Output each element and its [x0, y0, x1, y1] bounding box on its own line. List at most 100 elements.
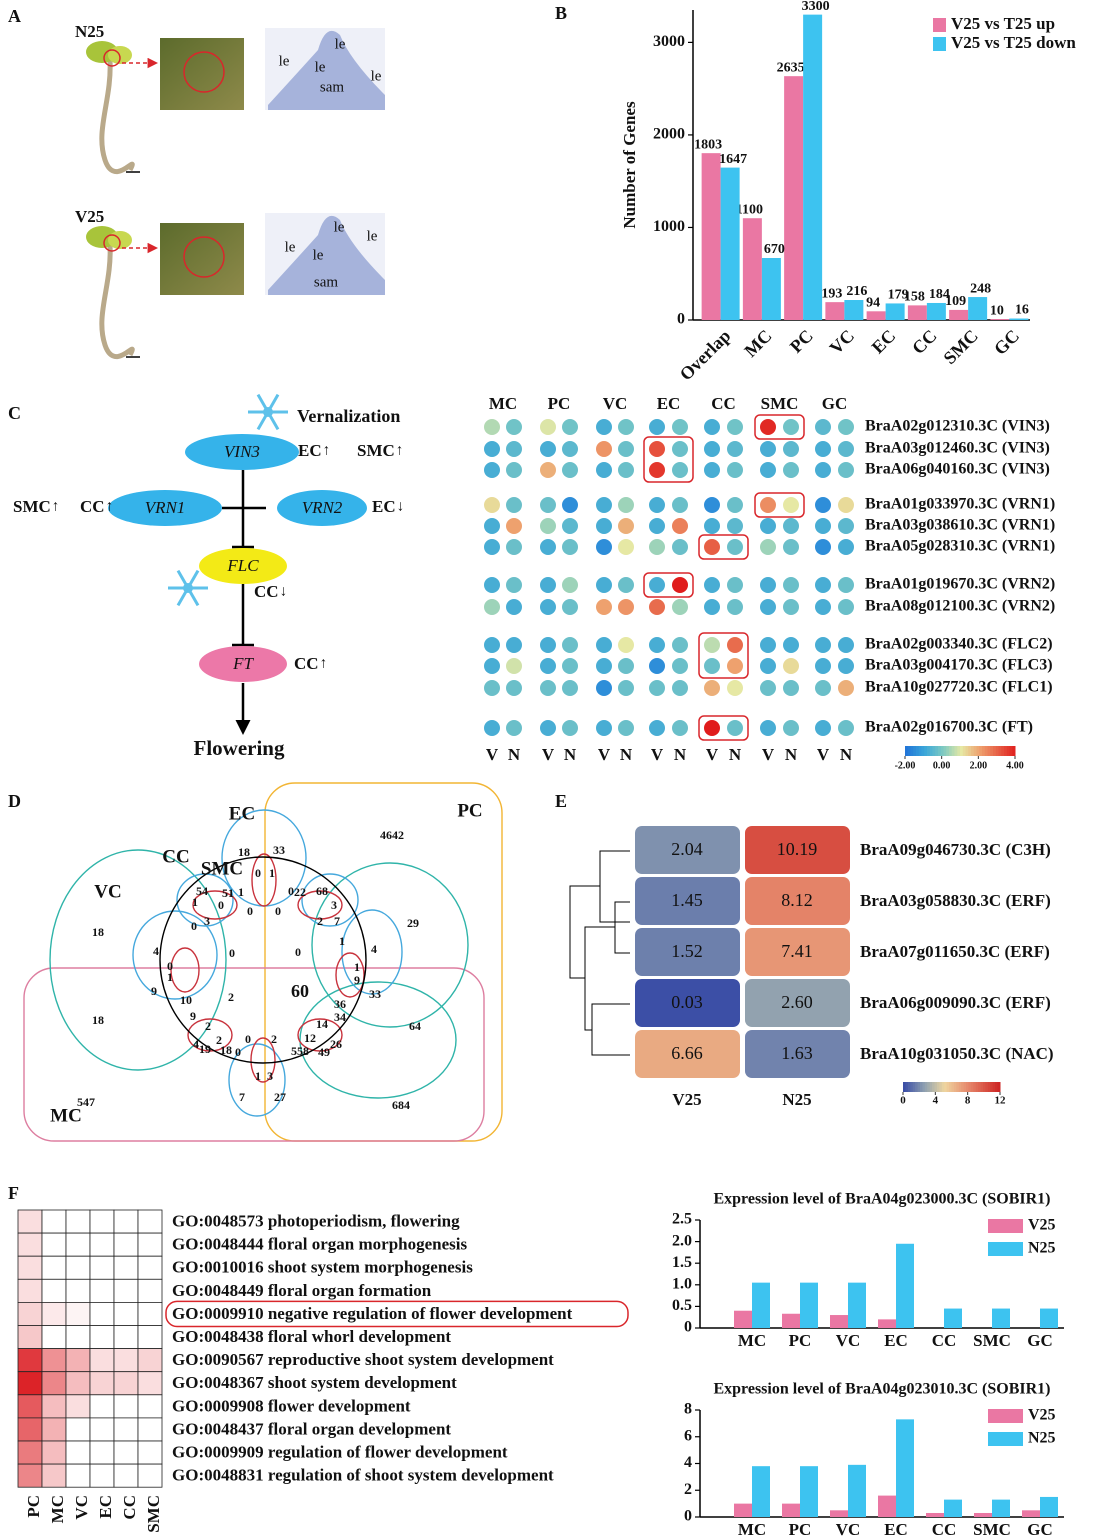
venn-outline: [228, 1043, 286, 1117]
cell: [745, 826, 850, 874]
dot: [649, 419, 665, 435]
dot: [484, 419, 500, 435]
cell: [41, 1255, 67, 1280]
cell-note: EC: [372, 497, 396, 516]
y-tick-label: 0: [684, 1319, 692, 1336]
dot: [649, 462, 665, 478]
colorbar-step: [990, 1082, 994, 1092]
cell-label: 1.63: [781, 1043, 813, 1063]
region-count: 51: [222, 886, 234, 900]
column-label: N25: [782, 1090, 811, 1109]
bar: [825, 302, 845, 320]
dot: [727, 419, 743, 435]
dot: [704, 637, 720, 653]
bar: [866, 311, 886, 320]
dot: [815, 497, 831, 513]
dot: [704, 680, 720, 696]
legend-label: V25 vs T25 down: [951, 33, 1076, 52]
colorbar-step: [998, 746, 1002, 756]
condition-label: V: [486, 745, 499, 764]
dot: [727, 658, 743, 674]
x-tick-label: GC: [1027, 1520, 1053, 1539]
dot: [815, 637, 831, 653]
dot: [596, 462, 612, 478]
dot: [704, 441, 720, 457]
x-tick-label: CC: [908, 326, 941, 359]
colorbar-step: [907, 1082, 911, 1092]
bar: [734, 1503, 752, 1517]
colorbar-step: [934, 1082, 938, 1092]
legend-label: N25: [1028, 1430, 1056, 1447]
data-label: 179: [888, 288, 909, 303]
dot: [618, 441, 634, 457]
cell: [745, 979, 850, 1027]
column-label: MC: [48, 1495, 67, 1523]
dot: [484, 497, 500, 513]
x-tick-label: SMC: [939, 326, 981, 368]
bar: [1009, 318, 1029, 320]
gene-label: BraA02g016700.3C (FT): [865, 719, 1033, 736]
tissue-label: le: [313, 247, 324, 263]
dot: [506, 462, 522, 478]
highlight: [754, 492, 805, 518]
panel-label: A: [8, 6, 21, 26]
cell: [635, 928, 740, 976]
dot: [596, 518, 612, 534]
x-tick-label: Overlap: [676, 326, 735, 385]
dot: [815, 577, 831, 593]
region-count: 36: [334, 997, 346, 1011]
dot: [815, 720, 831, 736]
dot: [815, 680, 831, 696]
dot: [596, 720, 612, 736]
colorbar-step: [913, 746, 917, 756]
change-arrow: ↑: [320, 655, 328, 671]
bar: [885, 303, 905, 320]
dot: [649, 539, 665, 555]
cell: [17, 1255, 43, 1280]
x-tick-label: SMC: [973, 1331, 1011, 1350]
colorbar-step: [949, 746, 953, 756]
dot: [618, 462, 634, 478]
dot: [672, 518, 688, 534]
cell-label: 8.12: [781, 890, 813, 910]
y-axis-label: Number of Genes: [620, 101, 639, 229]
outcome: Flowering: [194, 736, 285, 760]
bar: [944, 1308, 962, 1328]
term-label: GO:0009908 flower development: [172, 1396, 411, 1415]
cell-note: EC: [298, 441, 322, 460]
region-count: 9: [354, 973, 360, 987]
region-count: 2: [228, 990, 234, 1004]
term-label: GO:0048573 photoperiodism, flowering: [172, 1211, 460, 1230]
data-label: 1100: [736, 202, 763, 217]
dot: [540, 518, 556, 534]
colorbar-label: 0.00: [933, 760, 951, 771]
cell: [41, 1348, 67, 1373]
region-count: 0: [295, 945, 301, 959]
cell: [65, 1255, 91, 1280]
cell: [17, 1325, 43, 1350]
cell: [17, 1440, 43, 1465]
gene-label: BraA03g038610.3C (VRN1): [865, 517, 1055, 534]
dot: [484, 658, 500, 674]
colorbar-step: [907, 746, 911, 756]
dot: [838, 441, 854, 457]
gene-node: [199, 646, 287, 682]
region-count: 19: [199, 1042, 211, 1056]
set-label: MC: [50, 1105, 82, 1126]
gene-label: BraA03g058830.3C (ERF): [860, 891, 1051, 910]
y-tick-label: 2.0: [672, 1232, 692, 1249]
region-count: 2: [271, 1032, 277, 1046]
legend-label: V25: [1028, 1407, 1056, 1424]
colorbar-step: [979, 746, 983, 756]
venn-outline: [132, 910, 218, 1000]
region-count: 0: [167, 959, 173, 973]
dot: [540, 539, 556, 555]
dot: [649, 637, 665, 653]
y-tick-label: 1.5: [672, 1254, 692, 1271]
bar: [844, 300, 864, 320]
cell-label: 7.41: [781, 941, 813, 961]
dot: [704, 419, 720, 435]
gene-node: [185, 434, 299, 470]
cell: [17, 1209, 43, 1234]
bar: [878, 1319, 896, 1328]
